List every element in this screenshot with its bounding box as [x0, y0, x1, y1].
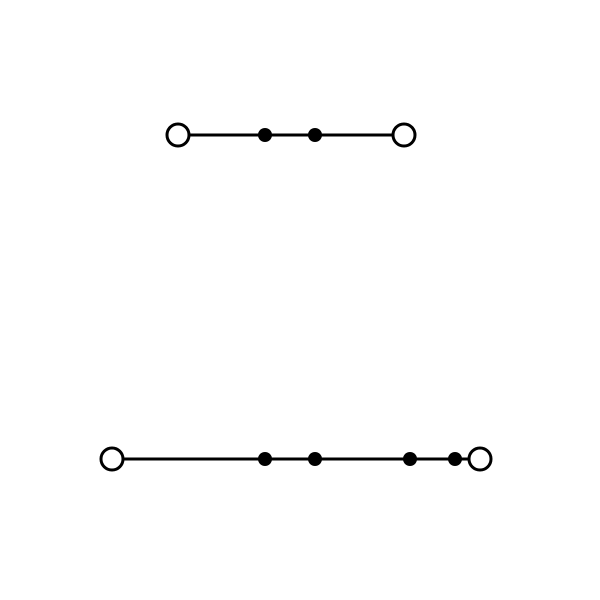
- terminal-node-open: [393, 124, 415, 146]
- junction-node-filled: [448, 452, 462, 466]
- junction-node-filled: [308, 128, 322, 142]
- diagram-background: [0, 0, 600, 600]
- terminal-node-open: [101, 448, 123, 470]
- terminal-node-open: [167, 124, 189, 146]
- junction-node-filled: [308, 452, 322, 466]
- circuit-diagram: [0, 0, 600, 600]
- junction-node-filled: [258, 452, 272, 466]
- terminal-node-open: [469, 448, 491, 470]
- junction-node-filled: [258, 128, 272, 142]
- junction-node-filled: [403, 452, 417, 466]
